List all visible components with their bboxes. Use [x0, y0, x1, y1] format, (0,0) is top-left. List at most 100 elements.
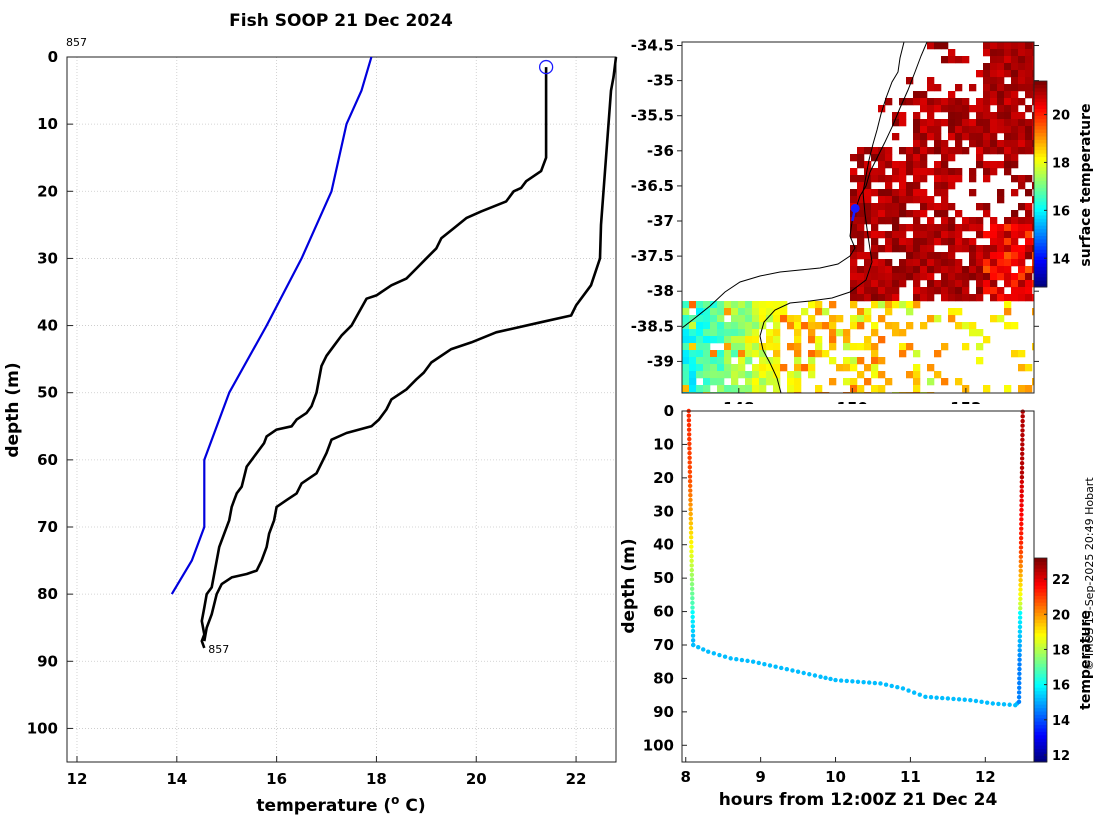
- sst-cell: [955, 126, 963, 134]
- sst-cell: [1011, 273, 1019, 281]
- section-y-tick-label: 80: [653, 669, 674, 687]
- sst-cell: [710, 329, 718, 337]
- map-colorbar-segment: [1034, 194, 1047, 199]
- section-dot: [979, 699, 984, 705]
- sst-cell: [717, 315, 725, 323]
- section-colorbar-segment: [1034, 653, 1047, 658]
- sst-cell: [731, 301, 739, 309]
- section-y-tick-label: 10: [653, 435, 674, 453]
- map-colorbar-segment: [1034, 211, 1047, 216]
- section-dot: [686, 413, 692, 418]
- sst-cell: [808, 301, 816, 309]
- sst-cell: [927, 245, 935, 253]
- sst-cell: [941, 224, 949, 232]
- section-dot: [690, 605, 695, 610]
- sst-cell: [689, 357, 697, 365]
- sst-cell: [976, 357, 984, 365]
- sst-cell: [976, 140, 984, 148]
- sst-cell: [969, 266, 977, 274]
- section-colorbar-segment: [1034, 581, 1047, 586]
- sst-cell: [836, 364, 844, 372]
- sst-cell: [787, 322, 795, 330]
- sst-cell: [997, 126, 1005, 134]
- sst-cell: [997, 91, 1005, 99]
- sst-cell: [1011, 231, 1019, 239]
- sst-cell: [906, 266, 914, 274]
- profile-x-tick-label: 20: [466, 770, 487, 788]
- sst-cell: [990, 315, 998, 323]
- sst-cell: [1004, 98, 1012, 106]
- sst-cell: [773, 322, 781, 330]
- sst-cell: [871, 238, 879, 246]
- sst-cell: [850, 301, 858, 309]
- sst-cell: [878, 266, 886, 274]
- section-dot: [687, 474, 693, 479]
- sst-cell: [864, 217, 872, 225]
- sst-cell: [934, 280, 942, 288]
- sst-cell: [976, 119, 984, 127]
- sst-cell: [1025, 266, 1033, 274]
- section-dot: [687, 469, 693, 475]
- sst-cell: [850, 252, 858, 260]
- sst-cell: [899, 161, 907, 169]
- section-dot: [689, 577, 695, 582]
- profile-chart: 857 temperature (o C) depth (m) 12 14 16 18…: [3, 36, 618, 816]
- map-colorbar-segment: [1034, 218, 1047, 223]
- section-colorbar-tick-label: 14: [1052, 714, 1070, 729]
- section-colorbar-segment: [1034, 575, 1047, 579]
- sst-cell: [759, 308, 767, 316]
- section-dot: [872, 680, 878, 686]
- sst-cell: [878, 105, 886, 113]
- sst-cell: [878, 196, 886, 204]
- section-dot: [883, 682, 889, 687]
- sst-cell: [871, 231, 879, 239]
- sst-cell: [997, 266, 1005, 274]
- sst-cell: [745, 308, 753, 316]
- sst-cell: [773, 301, 781, 309]
- section-colorbar-segment: [1034, 605, 1047, 610]
- sst-cell: [794, 329, 802, 337]
- sst-cell: [969, 252, 977, 260]
- sst-cell: [1032, 70, 1035, 78]
- sst-cell: [738, 350, 746, 358]
- sst-cell: [871, 217, 879, 225]
- sst-cell: [829, 322, 837, 330]
- sst-cell: [990, 133, 998, 141]
- sst-cell: [941, 98, 949, 106]
- sst-cell: [724, 371, 732, 379]
- sst-cell: [1011, 98, 1019, 106]
- sst-cell: [878, 189, 886, 197]
- sst-cell: [892, 112, 900, 120]
- section-dot: [940, 695, 945, 701]
- map-colorbar-segment: [1034, 108, 1047, 113]
- map-colorbar-segment: [1034, 166, 1047, 171]
- sst-cell: [1018, 147, 1026, 155]
- sst-cell: [1025, 126, 1033, 134]
- section-dot: [689, 539, 694, 545]
- map-colorbar-segment: [1034, 221, 1047, 226]
- sst-cell: [969, 126, 977, 134]
- sst-cell: [1011, 70, 1019, 78]
- sst-cell: [857, 252, 865, 260]
- section-colorbar-segment: [1034, 724, 1047, 729]
- sst-cell: [1004, 280, 1012, 288]
- sst-cell: [815, 301, 823, 309]
- sst-cell: [927, 238, 935, 246]
- sst-cell: [871, 350, 879, 358]
- sst-cell: [745, 371, 753, 379]
- sst-cell: [682, 385, 690, 393]
- map-colorbar-tick-label: 18: [1052, 156, 1070, 171]
- sst-cell: [1011, 189, 1019, 197]
- section-dot: [951, 696, 956, 702]
- sst-cell: [710, 371, 718, 379]
- sst-cell: [941, 182, 949, 190]
- sst-cell: [990, 112, 998, 120]
- sst-cell: [927, 105, 935, 113]
- map-y-tick-label: -37: [647, 212, 674, 230]
- sst-cell: [878, 294, 886, 302]
- sst-cell: [745, 336, 753, 344]
- sst-cell: [962, 119, 970, 127]
- sst-cell: [955, 266, 963, 274]
- sst-cell: [815, 308, 823, 316]
